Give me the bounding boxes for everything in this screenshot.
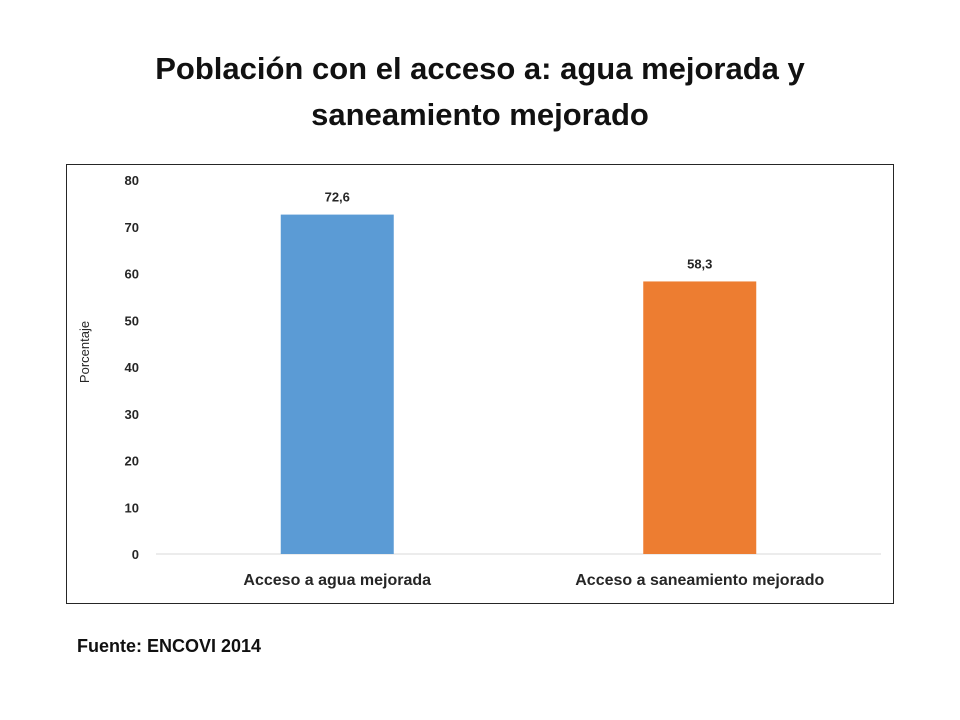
- data-label: 72,6: [325, 190, 350, 205]
- bar-1: [280, 214, 394, 554]
- x-category-label: Acceso a agua mejorada: [243, 572, 431, 589]
- y-tick-label: 60: [125, 267, 139, 282]
- source-note: Fuente: ENCOVI 2014: [77, 636, 262, 656]
- y-tick-label: 0: [132, 547, 139, 562]
- chart-canvas: 0 10 20 30 40 50 60 70 80 Porcentaje 72,6 Acceso a …: [77, 173, 881, 589]
- bar-chart: 0 10 20 30 40 50 60 70 80 Porcentaje 72,6 Acceso a …: [66, 164, 894, 604]
- x-category-label: Acceso a saneamiento mejorado: [575, 572, 824, 589]
- y-tick-label: 10: [125, 500, 139, 515]
- y-axis-title: Porcentaje: [77, 321, 92, 383]
- y-tick-label: 70: [125, 220, 139, 235]
- bar-2: [643, 281, 757, 554]
- y-tick-label: 40: [125, 360, 139, 375]
- y-tick-label: 30: [125, 407, 139, 422]
- slide-title: Población con el acceso a: agua mejorada…: [155, 51, 805, 132]
- data-label: 58,3: [687, 256, 712, 271]
- y-tick-label: 50: [125, 313, 139, 328]
- y-tick-label: 20: [125, 454, 139, 469]
- y-tick-label: 80: [125, 173, 139, 188]
